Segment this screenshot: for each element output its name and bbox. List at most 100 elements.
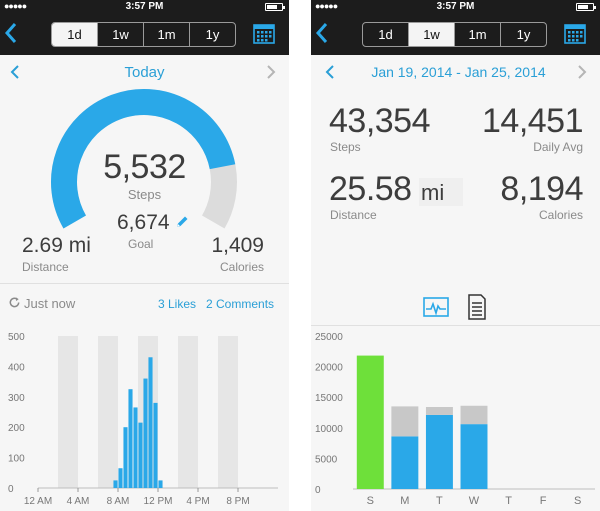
goal-value: 6,674 bbox=[117, 211, 170, 234]
y-tick-label: 0 bbox=[315, 485, 321, 496]
distance-unit: mi bbox=[421, 180, 445, 205]
steps-progress-arc bbox=[51, 89, 236, 229]
signal-icon: ●●●●● bbox=[315, 1, 338, 11]
y-tick-label: 0 bbox=[8, 484, 14, 495]
calories-value: 1,409 bbox=[211, 234, 264, 257]
weekly-steps-label: Steps bbox=[330, 140, 361, 154]
x-tick-label: 8 PM bbox=[226, 496, 249, 507]
goal-label: Goal bbox=[128, 237, 154, 251]
week-view-screen: ●●●●● 3:57 PM 1d 1w 1m 1y bbox=[311, 0, 600, 511]
y-tick-label: 300 bbox=[8, 393, 25, 404]
date-navigation: Jan 19, 2014 - Jan 25, 2014 bbox=[311, 60, 600, 86]
status-bar: ●●●●● 3:57 PM bbox=[311, 0, 600, 14]
document-list-icon bbox=[468, 294, 486, 320]
hourly-bar bbox=[133, 407, 138, 488]
day-label: M bbox=[400, 495, 409, 507]
day-label: S bbox=[367, 495, 374, 507]
weekly-calories-value: 8,194 bbox=[500, 170, 583, 208]
day-label: T bbox=[436, 495, 443, 507]
x-tick-label: 8 AM bbox=[107, 496, 130, 507]
calendar-icon bbox=[253, 24, 275, 44]
x-tick-label: 12 PM bbox=[144, 496, 173, 507]
goal-remaining-bar bbox=[460, 405, 488, 425]
battery-icon bbox=[576, 3, 596, 11]
y-tick-label: 15000 bbox=[315, 393, 343, 404]
navigation-bar: ●●●●● 3:57 PM 1d 1w 1m 1y bbox=[311, 0, 600, 55]
goal-remaining-bar bbox=[391, 406, 419, 437]
section-divider bbox=[0, 283, 289, 284]
goal-remaining-bar bbox=[425, 406, 453, 415]
steps-label: Steps bbox=[127, 187, 162, 202]
daily-steps-bar bbox=[460, 424, 488, 489]
range-segmented-control: 1d 1w 1m 1y bbox=[362, 22, 547, 47]
distance-value: 2.69 mi bbox=[22, 234, 91, 257]
x-tick-label: 4 AM bbox=[67, 496, 90, 507]
hourly-bar bbox=[118, 468, 123, 488]
status-time: 3:57 PM bbox=[436, 1, 475, 12]
shaded-band-3 bbox=[178, 336, 198, 488]
chart-divider bbox=[311, 325, 600, 326]
weekly-distance-label: Distance bbox=[330, 208, 377, 222]
pencil-icon bbox=[177, 216, 188, 227]
weekly-steps-chart: 0 5000 10000 15000 20000 25000 S M T W T F S bbox=[315, 332, 595, 507]
edit-goal-button[interactable] bbox=[174, 214, 190, 230]
calendar-button[interactable] bbox=[564, 24, 586, 44]
y-tick-label: 5000 bbox=[315, 454, 338, 465]
status-time: 3:57 PM bbox=[125, 1, 164, 12]
shaded-band-1 bbox=[98, 336, 118, 488]
daily-steps-bar bbox=[391, 436, 419, 489]
day-label: F bbox=[540, 495, 547, 507]
date-title: Today bbox=[124, 64, 165, 81]
chevron-left-icon bbox=[10, 65, 19, 79]
chart-view-button[interactable] bbox=[423, 296, 449, 318]
segment-1m[interactable]: 1m bbox=[143, 23, 189, 46]
comments-link[interactable]: 2 Comments bbox=[206, 297, 275, 311]
daily-avg-label: Daily Avg bbox=[533, 140, 583, 154]
signal-icon: ●●●●● bbox=[4, 1, 27, 11]
date-navigation: Today bbox=[0, 60, 289, 86]
segment-1d[interactable]: 1d bbox=[378, 27, 393, 42]
y-tick-label: 20000 bbox=[315, 363, 343, 374]
day-view-screen: ●●●●● 3:57 PM 1d 1w 1m 1y bbox=[0, 0, 289, 511]
navigation-bar: ●●●●● 3:57 PM 1d 1w 1m 1y bbox=[0, 0, 289, 55]
weekly-calories-label: Calories bbox=[538, 208, 583, 222]
shaded-band-4 bbox=[218, 336, 238, 488]
next-week-button[interactable] bbox=[575, 62, 589, 82]
hourly-bar bbox=[158, 480, 163, 488]
battery-icon bbox=[265, 3, 285, 11]
y-tick-label: 200 bbox=[8, 423, 25, 434]
back-button[interactable] bbox=[315, 22, 333, 44]
status-bar: ●●●●● 3:57 PM bbox=[0, 0, 289, 14]
daily-avg-value: 14,451 bbox=[482, 102, 584, 140]
list-view-button[interactable] bbox=[467, 294, 487, 320]
calendar-button[interactable] bbox=[253, 24, 275, 44]
date-range-title: Jan 19, 2014 - Jan 25, 2014 bbox=[371, 64, 546, 80]
chevron-left-icon bbox=[315, 23, 328, 43]
next-day-button[interactable] bbox=[264, 62, 278, 82]
steps-progress-ring bbox=[51, 89, 237, 229]
activity-graph-icon bbox=[423, 297, 449, 317]
steps-value: 5,532 bbox=[103, 148, 186, 186]
likes-link[interactable]: 3 Likes bbox=[158, 297, 197, 311]
calories-label: Calories bbox=[219, 260, 264, 274]
range-segmented-control: 1d 1w 1m 1y bbox=[51, 22, 236, 47]
previous-day-button[interactable] bbox=[8, 62, 22, 82]
previous-week-button[interactable] bbox=[323, 62, 337, 82]
hourly-bar bbox=[143, 378, 148, 488]
y-tick-label: 25000 bbox=[315, 332, 343, 343]
hourly-bar bbox=[138, 422, 143, 488]
segment-1y[interactable]: 1y bbox=[500, 23, 546, 46]
back-button[interactable] bbox=[4, 22, 22, 44]
day-label: T bbox=[505, 495, 512, 507]
unit-highlight bbox=[419, 178, 463, 206]
hourly-bar bbox=[153, 402, 158, 488]
chevron-left-icon bbox=[4, 23, 17, 43]
segment-1w[interactable]: 1w bbox=[408, 23, 454, 46]
chevron-right-icon bbox=[578, 65, 587, 79]
weekly-distance-value: 25.58 bbox=[329, 170, 412, 208]
segment-1d[interactable]: 1d bbox=[52, 23, 97, 46]
segment-1m[interactable]: 1m bbox=[454, 23, 500, 46]
segment-1w[interactable]: 1w bbox=[97, 23, 143, 46]
segment-1y[interactable]: 1y bbox=[189, 23, 235, 46]
hourly-bar bbox=[123, 427, 128, 488]
